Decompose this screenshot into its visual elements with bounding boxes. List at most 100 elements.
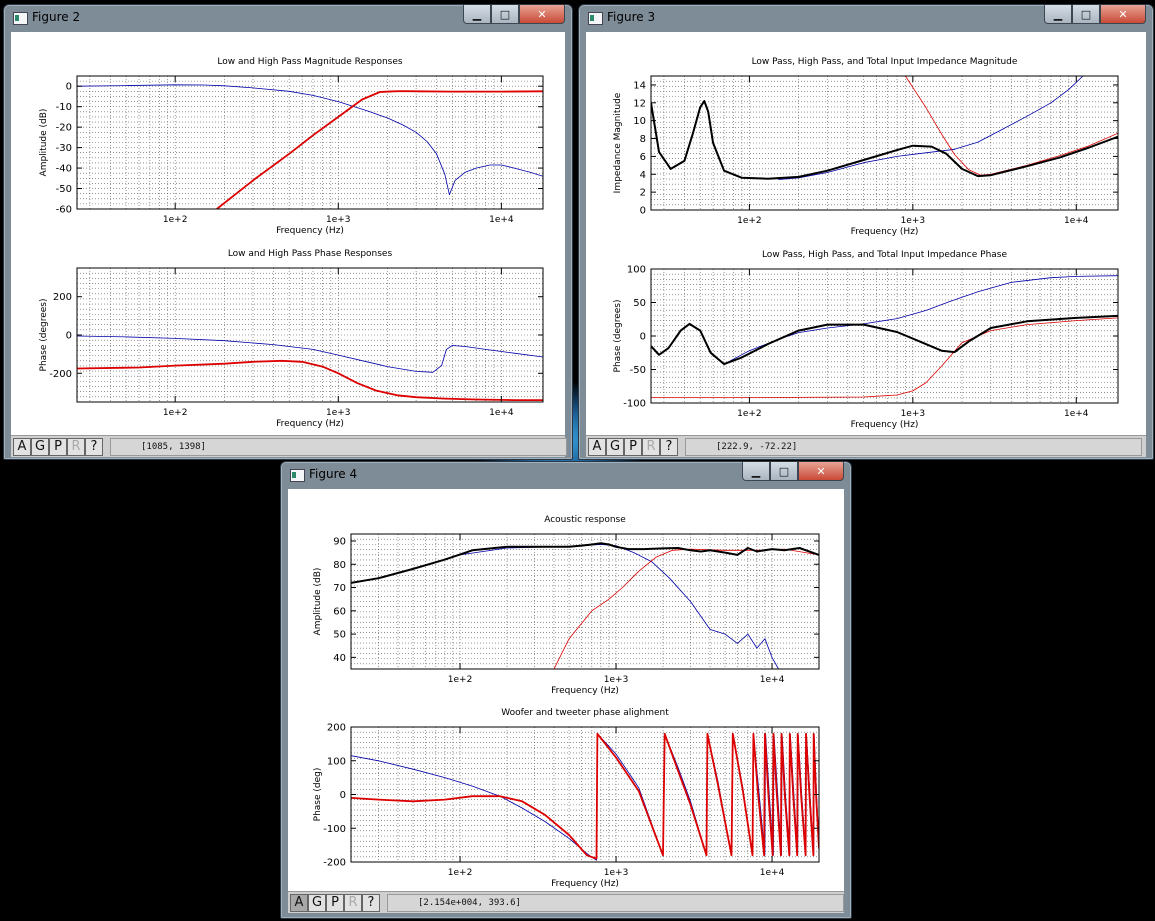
- y-tick-label: 8: [640, 134, 646, 145]
- y-tick-label: 0: [66, 331, 72, 342]
- figure-icon: [290, 469, 305, 482]
- series-line-0: [778, 76, 1084, 180]
- grid-button[interactable]: G: [606, 438, 624, 456]
- plot-axes[interactable]: 0 2 4 6 8 10 12 14 1e+2 1e+3 1e+4 Low Pass, High Pa…: [613, 57, 1119, 237]
- series-line-1: [351, 732, 819, 860]
- autoscale-button[interactable]: A: [13, 438, 31, 456]
- maximize-button[interactable]: □: [770, 462, 798, 481]
- y-tick-label: 2: [640, 188, 646, 199]
- figure-2-window[interactable]: Figure 2 ▁ □ ✕ 0 -10 -20 -30 -40 -50 -60 1e+2 1e…: [3, 4, 573, 460]
- plot-title: Low and High Pass Magnitude Responses: [217, 57, 402, 67]
- figure-3-plots[interactable]: 0 2 4 6 8 10 12 14 1e+2 1e+3 1e+4 Low Pass, High Pa…: [586, 32, 1146, 435]
- help-button[interactable]: ?: [85, 438, 103, 456]
- grid-button[interactable]: G: [31, 438, 49, 456]
- window-title: Figure 3: [607, 10, 656, 24]
- series-line-0: [77, 335, 543, 373]
- series-line-2: [651, 100, 1118, 180]
- y-tick-label: -40: [56, 164, 72, 175]
- title-bar[interactable]: Figure 3 ▁ □ ✕: [579, 5, 1153, 31]
- plot-canvas[interactable]: 0 -10 -20 -30 -40 -50 -60 1e+2 1e+3 1e+4 Low and H…: [11, 32, 565, 435]
- title-bar[interactable]: Figure 2 ▁ □ ✕: [4, 5, 572, 31]
- cursor-coordinates: [222.9, -72.22]: [685, 438, 1142, 456]
- y-tick-label: -10: [56, 102, 72, 113]
- y-tick-label: 100: [327, 756, 346, 767]
- maximize-button[interactable]: □: [1072, 5, 1100, 24]
- x-axis-label: Frequency (Hz): [551, 879, 619, 889]
- plot-axes[interactable]: 100 50 0 -50 -100 1e+2 1e+3 1e+4 Low Pass, High …: [613, 250, 1119, 430]
- close-button[interactable]: ✕: [519, 5, 565, 24]
- close-button[interactable]: ✕: [798, 462, 844, 481]
- y-tick-label: 70: [333, 583, 346, 594]
- x-axis-label: Frequency (Hz): [276, 419, 344, 429]
- x-tick-label: 1e+4: [760, 675, 785, 685]
- figure-3-window[interactable]: Figure 3 ▁ □ ✕ 0 2 4 6 8 10 12 14 1e+2 1e+3 1e+4 Lo…: [578, 4, 1154, 460]
- y-tick-label: 4: [640, 170, 646, 181]
- help-button[interactable]: ?: [362, 894, 380, 912]
- pan-button[interactable]: P: [326, 894, 344, 912]
- plot-axes[interactable]: 200 0 -200 1e+2 1e+3 1e+4 Low and High Pass Ph…: [39, 249, 544, 429]
- x-tick-label: 1e+2: [163, 215, 188, 225]
- x-tick-label: 1e+3: [604, 675, 629, 685]
- y-tick-label: 0: [340, 790, 346, 801]
- pan-button[interactable]: P: [49, 438, 67, 456]
- autoscale-button[interactable]: A: [588, 438, 606, 456]
- y-tick-label: 200: [327, 723, 346, 734]
- figure-4-window[interactable]: Figure 4 ▁ □ ✕ 90 80 70 60 50 40 1e+2 1e+3 1e+4 A…: [280, 461, 852, 919]
- x-tick-label: 1e+4: [489, 408, 514, 418]
- plot-canvas[interactable]: 90 80 70 60 50 40 1e+2 1e+3 1e+4 Acoustic respons…: [288, 489, 844, 891]
- minimize-button[interactable]: ▁: [1044, 5, 1072, 24]
- grid: [351, 727, 819, 862]
- y-axis-label: Phase (degrees): [39, 299, 49, 372]
- axes-frame: [650, 75, 1119, 211]
- y-tick-label: 80: [333, 560, 346, 571]
- x-tick-label: 1e+2: [737, 216, 762, 226]
- y-tick-label: 0: [640, 206, 646, 217]
- close-button[interactable]: ✕: [1100, 5, 1146, 24]
- figure-toolbar: A G P R ? [2.154e+004, 393.6]: [288, 891, 844, 913]
- series-line-0: [351, 544, 779, 669]
- y-tick-label: -50: [630, 365, 646, 376]
- y-axis-label: Phase (deg): [313, 768, 323, 822]
- y-axis-label: Impedance Magnitude: [613, 92, 623, 193]
- y-tick-label: -100: [323, 824, 346, 835]
- plot-canvas[interactable]: 0 2 4 6 8 10 12 14 1e+2 1e+3 1e+4 Low Pass, High Pa…: [586, 32, 1146, 435]
- figure-4-plots[interactable]: 90 80 70 60 50 40 1e+2 1e+3 1e+4 Acoustic respons…: [288, 489, 844, 891]
- x-tick-label: 1e+2: [737, 409, 762, 419]
- pan-button[interactable]: P: [624, 438, 642, 456]
- plot-title: Acoustic response: [544, 515, 626, 525]
- y-tick-label: 50: [333, 630, 346, 641]
- plot-axes[interactable]: 200 100 0 -100 -200 1e+2 1e+3 1e+4 Woofer and tw…: [313, 708, 820, 889]
- help-button[interactable]: ?: [660, 438, 678, 456]
- grid-button[interactable]: G: [308, 894, 326, 912]
- y-tick-label: -20: [56, 123, 72, 134]
- x-tick-label: 1e+2: [448, 675, 473, 685]
- x-tick-label: 1e+4: [1064, 409, 1089, 419]
- y-tick-label: -200: [323, 858, 346, 869]
- title-bar[interactable]: Figure 4 ▁ □ ✕: [281, 462, 851, 488]
- plot-title: Low and High Pass Phase Responses: [228, 249, 393, 259]
- y-tick-label: 0: [66, 82, 72, 93]
- x-tick-label: 1e+3: [604, 868, 629, 878]
- y-tick-label: 60: [333, 606, 346, 617]
- x-tick-label: 1e+4: [1064, 216, 1089, 226]
- y-axis-label: Amplitude (dB): [39, 109, 49, 177]
- series-line-1: [553, 548, 819, 669]
- plot-axes[interactable]: 0 -10 -20 -30 -40 -50 -60 1e+2 1e+3 1e+4 Low and H…: [39, 57, 544, 236]
- y-tick-label: -60: [56, 205, 72, 216]
- plot-title: Low Pass, High Pass, and Total Input Imp…: [752, 57, 1018, 67]
- plot-axes[interactable]: 90 80 70 60 50 40 1e+2 1e+3 1e+4 Acoustic respons…: [313, 515, 820, 696]
- y-tick-label: 100: [627, 265, 646, 276]
- window-title: Figure 2: [32, 10, 81, 24]
- cursor-coordinates: [2.154e+004, 393.6]: [387, 894, 844, 912]
- y-axis-label: Amplitude (dB): [313, 568, 323, 636]
- figure-2-plots[interactable]: 0 -10 -20 -30 -40 -50 -60 1e+2 1e+3 1e+4 Low and H…: [11, 32, 565, 435]
- minimize-button[interactable]: ▁: [463, 5, 491, 24]
- figure-icon: [588, 12, 603, 25]
- y-tick-label: -200: [49, 369, 72, 380]
- autoscale-button[interactable]: A: [290, 894, 308, 912]
- x-axis-label: Frequency (Hz): [851, 227, 919, 237]
- maximize-button[interactable]: □: [491, 5, 519, 24]
- cursor-coordinates: [1085, 1398]: [110, 438, 567, 456]
- minimize-button[interactable]: ▁: [742, 462, 770, 481]
- rotate-button: R: [642, 438, 660, 456]
